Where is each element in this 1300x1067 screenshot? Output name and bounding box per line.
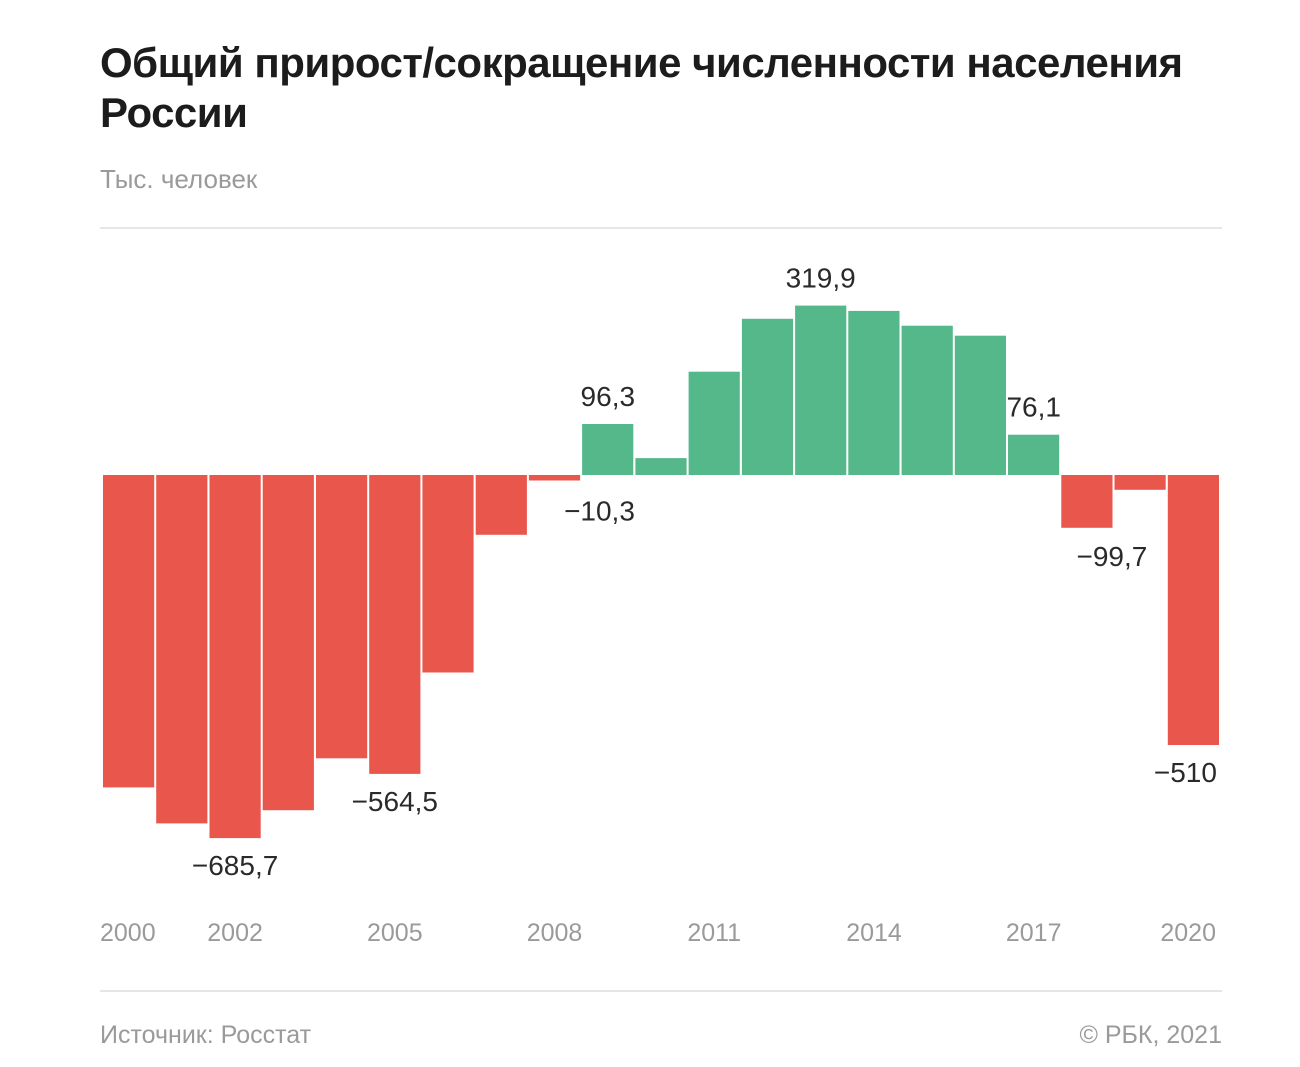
bars-group <box>103 305 1219 839</box>
data-labels-group: −685,7 −564,5 −10,3 96,3 319,9 76,1 −99,7 −510 <box>192 263 1217 881</box>
x-tick-label-2020: 2020 <box>1160 919 1216 947</box>
chart-title: Общий прирост/сокращение численности нас… <box>100 39 1183 136</box>
bottom-divider <box>100 990 1222 992</box>
bar-2005 <box>369 475 421 774</box>
data-label-2008: −10,3 <box>564 496 635 527</box>
bar-2010 <box>635 458 687 475</box>
bar-2001 <box>156 475 208 824</box>
bar-2003 <box>262 475 314 811</box>
x-axis-ticks-group: 2000 2002 2005 2008 2011 2014 2017 2020 <box>100 919 1216 947</box>
x-tick-label-2000: 2000 <box>100 919 156 947</box>
data-label-2009: 96,3 <box>581 381 636 412</box>
bar-2012 <box>741 318 794 475</box>
bar-2009 <box>582 424 634 475</box>
bar-2015 <box>901 325 953 475</box>
bar-2016 <box>954 335 1006 475</box>
data-label-2017: 76,1 <box>1006 392 1061 423</box>
bar-2004 <box>316 475 368 759</box>
bar-2014 <box>848 310 900 475</box>
x-tick-label-2005: 2005 <box>367 919 423 947</box>
x-tick-label-2002: 2002 <box>207 919 263 947</box>
x-tick-label-2017: 2017 <box>1006 919 1062 947</box>
chart-subtitle-units: Тыс. человек <box>100 164 258 194</box>
bar-2018 <box>1061 475 1113 528</box>
bar-2006 <box>422 475 474 673</box>
data-label-2005: −564,5 <box>352 786 438 817</box>
bar-2008 <box>528 475 581 481</box>
bar-2013 <box>795 305 847 475</box>
top-divider <box>100 227 1222 229</box>
data-label-2020: −510 <box>1154 757 1217 788</box>
data-label-2013: 319,9 <box>786 263 856 294</box>
bar-2000 <box>103 475 155 788</box>
bar-2017 <box>1008 434 1060 475</box>
bar-2007 <box>475 475 527 535</box>
bar-2020 <box>1167 475 1219 745</box>
bar-2011 <box>688 371 740 475</box>
source-note: Источник: Росстат <box>100 1021 312 1049</box>
data-label-2018: −99,7 <box>1076 541 1147 572</box>
x-tick-label-2014: 2014 <box>846 919 902 947</box>
x-tick-label-2011: 2011 <box>687 919 741 947</box>
bar-2019 <box>1114 475 1166 490</box>
copyright-note: © РБК, 2021 <box>1079 1021 1222 1049</box>
x-tick-label-2008: 2008 <box>527 919 583 947</box>
bar-2002 <box>209 475 261 839</box>
data-label-2002: −685,7 <box>192 850 278 881</box>
